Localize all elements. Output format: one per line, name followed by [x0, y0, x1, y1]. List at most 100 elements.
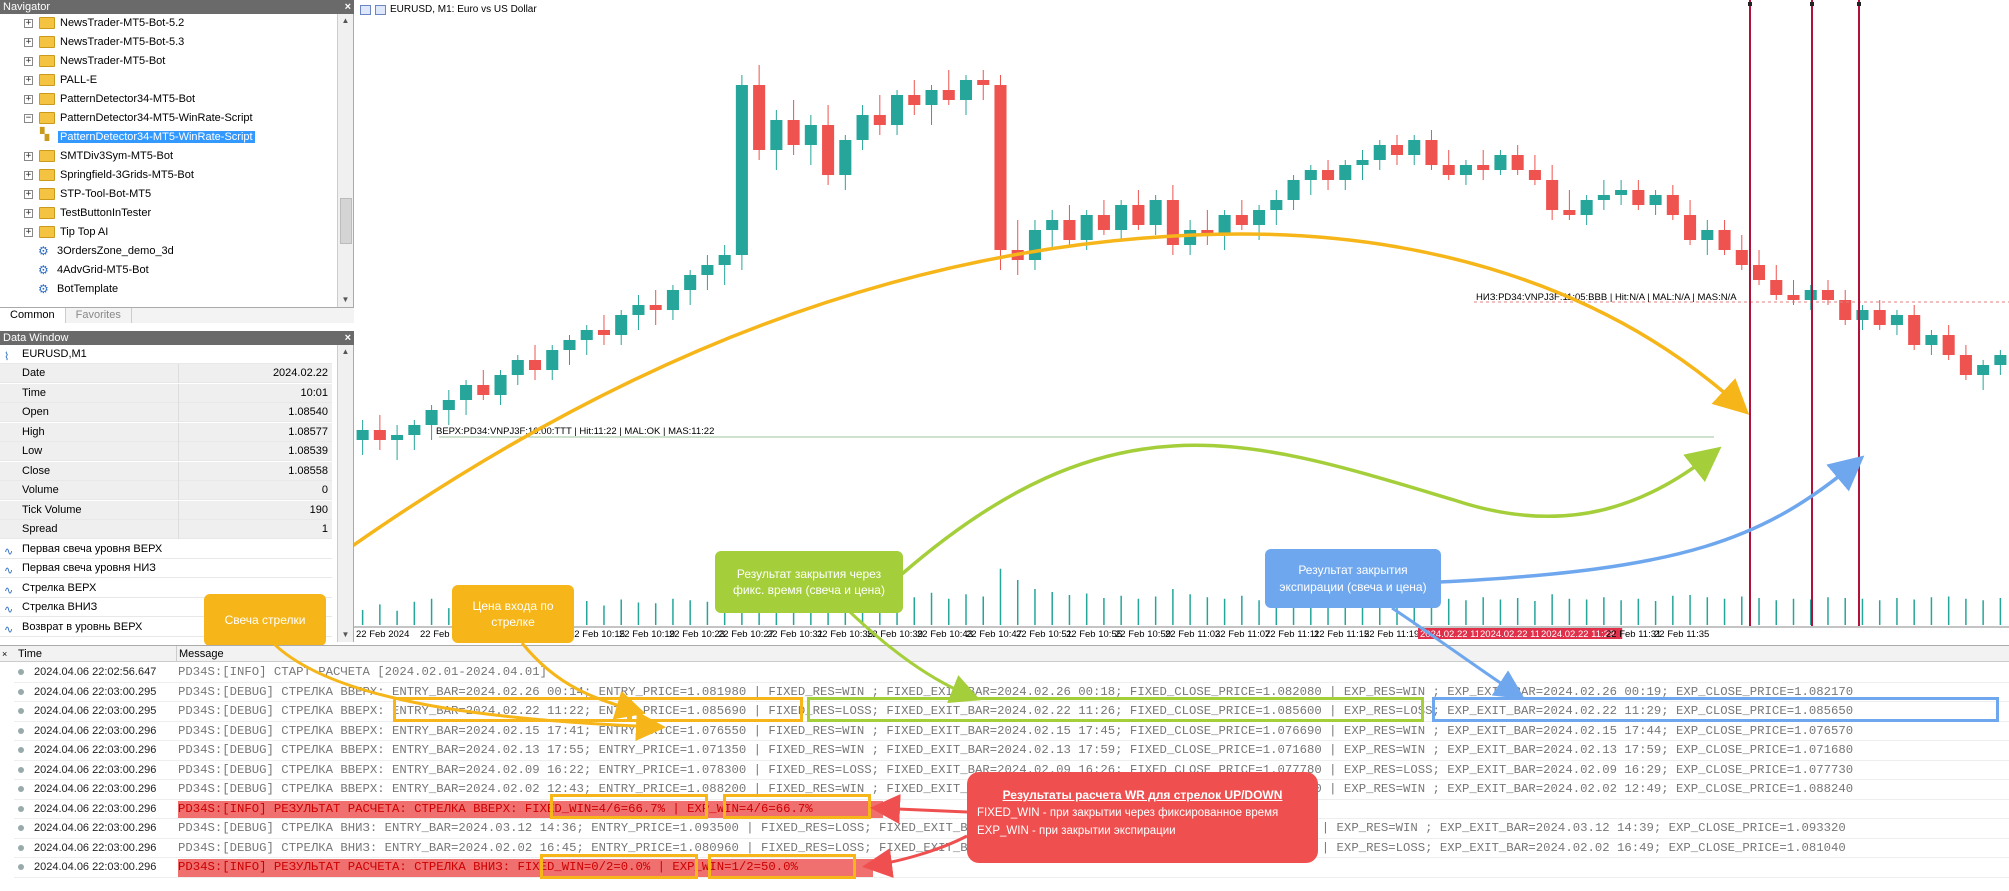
nav-item[interactable]: + PALL-E	[0, 71, 338, 90]
chevron-up-icon[interactable]: ▲	[341, 347, 350, 356]
nav-item[interactable]: + Springfield-3Grids-MT5-Bot	[0, 166, 338, 185]
time-marker-handle[interactable]	[1857, 2, 1861, 6]
expand-icon[interactable]: +	[24, 188, 33, 199]
nav-item[interactable]: + PatternDetector34-MT5-Bot	[0, 90, 338, 109]
nav-item[interactable]: + SMTDiv3Sym-MT5-Bot	[0, 147, 338, 166]
time-tick-label: 22 Feb 10:27	[718, 629, 774, 640]
separator	[178, 481, 179, 500]
annotation-arc-green	[900, 443, 1722, 576]
candle	[666, 285, 679, 320]
data-row: Low 1.08539	[0, 442, 332, 461]
nav-item-label: NewsTrader-MT5-Bot	[60, 55, 166, 67]
nav-item[interactable]: ⚙ 3OrdersZone_demo_3d	[0, 242, 338, 261]
candle	[1821, 280, 1835, 305]
chevron-down-icon[interactable]: ▼	[341, 630, 350, 639]
price-chart[interactable]: ВЕРХ:PD34:VNPJ3F:10:00:TTT | Hit:11:22 |…	[292, 0, 2009, 640]
expand-icon[interactable]: +	[24, 207, 33, 218]
nav-item[interactable]: + TestButtonInTester	[0, 204, 338, 223]
nav-item[interactable]: + STP-Tool-Bot-MT5	[0, 185, 338, 204]
time-tick-label: 22 Feb 11:31	[1606, 629, 1661, 640]
nav-item[interactable]: ▚ PatternDetector34-MT5-WinRate-Script	[0, 128, 338, 147]
journal-row[interactable]: 2024.04.06 22:03:00.295 PD34S:[DEBUG] СТР…	[14, 683, 2009, 702]
expand-icon[interactable]: +	[24, 17, 33, 28]
navigator-scrollbar[interactable]: ▲ ▼	[337, 14, 353, 307]
expand-icon[interactable]: +	[24, 169, 33, 180]
expand-icon[interactable]: +	[24, 74, 33, 85]
journal-row[interactable]: 2024.04.06 22:03:00.296 PD34S:[DEBUG] СТР…	[14, 741, 2009, 761]
candle	[804, 115, 817, 165]
expert-icon: ⚙	[38, 282, 49, 297]
separator	[178, 403, 179, 422]
candle	[718, 245, 731, 285]
nav-item[interactable]: + Tip Top AI	[0, 223, 338, 242]
journal-row[interactable]: 2024.04.06 22:03:00.296 PD34S:[DEBUG] СТР…	[14, 722, 2009, 741]
nav-item[interactable]: ⚙ 4AdvGrid-MT5-Bot	[0, 261, 338, 280]
nav-item[interactable]: + NewsTrader-MT5-Bot-5.3	[0, 33, 338, 52]
candle	[856, 105, 869, 150]
journal-row[interactable]: 2024.04.06 22:03:00.296 PD34S:[INFO] РЕЗУ…	[14, 858, 2009, 878]
time-marker-handle[interactable]	[1748, 2, 1752, 6]
tab-favorites[interactable]: Favorites	[66, 308, 132, 323]
time-marker-handle[interactable]	[1810, 2, 1814, 6]
journal-row[interactable]: 2024.04.06 22:02:56.647 PD34S:[INFO] СТАР…	[14, 663, 2009, 683]
expand-icon[interactable]: +	[24, 93, 33, 104]
log-level-icon	[18, 786, 24, 792]
expand-icon[interactable]: +	[24, 226, 33, 237]
arrow-to-entry-price	[520, 642, 646, 720]
close-icon[interactable]: ×	[344, 1, 351, 13]
chart-title: EURUSD, M1: Euro vs US Dollar	[390, 4, 537, 15]
candle-body	[1649, 195, 1662, 205]
close-icon[interactable]: ×	[344, 332, 351, 344]
tab-common[interactable]: Common	[0, 308, 66, 323]
candle-body	[1408, 140, 1421, 155]
time-tick-label: 22 Feb 11:35	[1654, 629, 1709, 640]
data-row: Volume 0	[0, 481, 332, 500]
time-tick-label: 22 Feb 10:31	[767, 629, 823, 640]
nav-item-label: NewsTrader-MT5-Bot-5.2	[60, 17, 185, 29]
collapse-icon[interactable]: −	[24, 112, 33, 123]
data-row: Time 10:01	[0, 383, 332, 403]
time-tick-label: 22 Feb 10:47	[966, 629, 1022, 640]
chart-canvas[interactable]: ВЕРХ:PD34:VNPJ3F:10:00:TTT | Hit:11:22 |…	[292, 0, 2009, 640]
candle	[1356, 150, 1369, 180]
nav-item[interactable]: + NewsTrader-MT5-Bot-5.2	[0, 14, 338, 33]
chart-window-icon	[360, 4, 371, 15]
candle	[1115, 200, 1128, 240]
arrow-to-up-result	[870, 794, 968, 825]
journal-time: 2024.04.06 22:03:00.296	[34, 783, 157, 795]
candle	[1477, 150, 1490, 180]
indicator-name: Первая свеча уровня ВЕРХ	[22, 542, 163, 555]
candle-body	[1856, 310, 1869, 320]
candle	[1994, 350, 2007, 375]
nav-item[interactable]: − PatternDetector34-MT5-WinRate-Script	[0, 109, 338, 128]
navigator-tabs: Common Favorites	[0, 307, 354, 323]
chevron-down-icon[interactable]: ▼	[341, 295, 350, 304]
data-row: High 1.08577	[0, 422, 332, 442]
nav-item[interactable]: ⚙ BotTemplate	[0, 280, 338, 299]
candle-body	[1494, 155, 1507, 170]
nav-item-label: PALL-E	[60, 74, 98, 86]
nav-item[interactable]: + NewsTrader-MT5-Bot	[0, 52, 338, 71]
data-value: 190	[309, 503, 328, 516]
log-level-icon	[18, 825, 24, 831]
col-time[interactable]: Time	[18, 648, 43, 660]
arrow-to-entry-bar	[270, 640, 666, 742]
expand-icon[interactable]: +	[24, 150, 33, 161]
folder-icon	[39, 55, 55, 68]
separator	[178, 520, 179, 539]
candle	[494, 370, 507, 405]
chevron-up-icon[interactable]: ▲	[341, 16, 350, 25]
data-window-scrollbar[interactable]: ▲ ▼	[337, 345, 353, 642]
expand-icon[interactable]: +	[24, 55, 33, 66]
scroll-thumb[interactable]	[340, 198, 352, 244]
candle	[1580, 195, 1593, 225]
journal-message: PD34S:[INFO] РЕЗУЛЬТАТ РАСЧЕТА: СТРЕЛКА …	[178, 801, 813, 816]
indicator-icon: ∿	[4, 565, 14, 577]
close-icon[interactable]: ×	[2, 649, 8, 659]
expand-icon[interactable]: +	[24, 36, 33, 47]
candle	[770, 110, 783, 170]
data-value: 10:01	[300, 386, 328, 399]
col-message[interactable]: Message	[176, 646, 224, 662]
candle	[391, 425, 404, 460]
candle-body	[1959, 355, 1972, 375]
